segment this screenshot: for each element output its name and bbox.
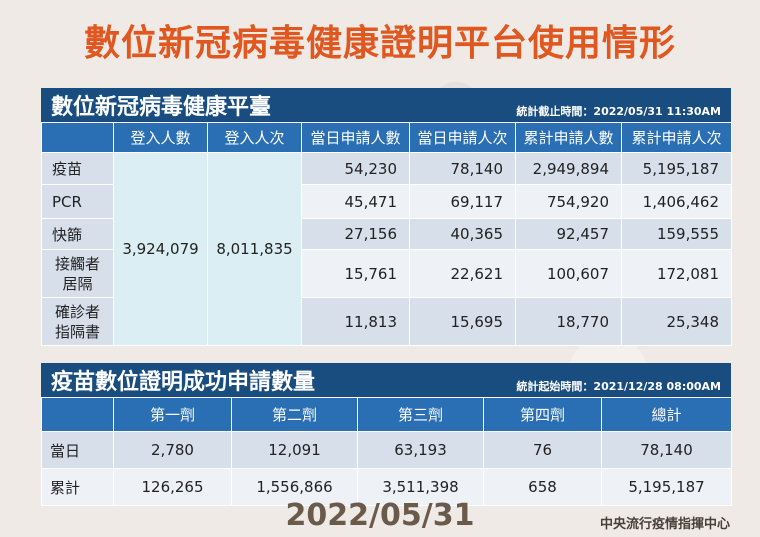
footer-org: 中央流行疫情指揮中心 [599, 517, 730, 532]
row-label-line: 居隔 [62, 274, 93, 293]
row-label-line: 確診者 [54, 302, 100, 321]
table-cell: 11,813 [301, 297, 410, 346]
table-cell: 15,761 [301, 249, 410, 298]
table-cell: 1,406,462 [621, 184, 732, 219]
table-cell: 40,365 [409, 218, 516, 250]
table-cell: 45,471 [301, 184, 410, 219]
table-cell: 5,195,187 [601, 468, 732, 506]
header-cell: 當日申請人數 [301, 122, 410, 153]
table-cell: 126,265 [113, 468, 232, 506]
vaccine-table: 第一劑 第二劑 第三劑 第四劑 總計 當日 2,780 12,091 63,19… [41, 397, 732, 506]
table-cell: 78,140 [409, 152, 516, 185]
vaccine-panel-title: 疫苗數位證明成功申請數量 統計起始時間：2021/12/28 08:00AM [41, 363, 731, 397]
vaccine-title-text: 疫苗數位證明成功申請數量 [51, 370, 316, 395]
table-cell: 78,140 [601, 431, 732, 469]
platform-panel-title: 數位新冠病毒健康平臺 統計截止時間：2022/05/31 11:30AM [41, 88, 731, 122]
header-cell: 第三劑 [357, 397, 484, 432]
header-cell: 第四劑 [483, 397, 602, 432]
table-row: 當日 2,780 12,091 63,193 76 78,140 [41, 431, 732, 469]
table-cell: 15,695 [409, 297, 516, 346]
row-label-line: 指隔書 [54, 322, 100, 341]
table-cell: 754,920 [515, 184, 622, 219]
table-cell: 18,770 [515, 297, 622, 346]
row-label: 確診者 指隔書 [41, 297, 114, 346]
platform-stamp: 統計截止時間：2022/05/31 11:30AM [516, 105, 721, 118]
table-cell: 3,511,398 [357, 468, 484, 506]
table-row: 快篩 27,156 40,365 92,457 159,555 [41, 218, 732, 250]
header-cell: 累計申請人次 [621, 122, 732, 153]
header-cell: 總計 [601, 397, 732, 432]
table-cell: 5,195,187 [621, 152, 732, 185]
table-cell: 54,230 [301, 152, 410, 185]
login-count-cell: 3,924,079 [113, 152, 208, 346]
row-label-line: 接觸者 [54, 254, 100, 273]
vaccine-stamp: 統計起始時間：2021/12/28 08:00AM [516, 380, 721, 393]
table-cell: 1,556,866 [231, 468, 358, 506]
header-cell [41, 397, 114, 432]
table-cell: 2,780 [113, 431, 232, 469]
table-cell: 2,949,894 [515, 152, 622, 185]
table-cell: 63,193 [357, 431, 484, 469]
table-cell: 22,621 [409, 249, 516, 298]
table-cell: 27,156 [301, 218, 410, 250]
table-cell: 172,081 [621, 249, 732, 298]
vaccine-header-row: 第一劑 第二劑 第三劑 第四劑 總計 [41, 397, 732, 432]
table-row: 接觸者 居隔 15,761 22,621 100,607 172,081 [41, 249, 732, 298]
platform-table: 登入人數 登入人次 當日申請人數 當日申請人次 累計申請人數 累計申請人次 疫苗… [41, 122, 732, 346]
header-cell: 第一劑 [113, 397, 232, 432]
header-cell: 累計申請人數 [515, 122, 622, 153]
row-label: 快篩 [41, 218, 114, 250]
footer-date: 2022/05/31 [285, 498, 475, 533]
row-label: 當日 [41, 431, 114, 469]
header-cell: 登入人數 [113, 122, 208, 153]
table-cell: 159,555 [621, 218, 732, 250]
row-label: PCR [41, 184, 114, 219]
table-row: PCR 45,471 69,117 754,920 1,406,462 [41, 184, 732, 219]
page-title: 數位新冠病毒健康證明平台使用情形 [83, 23, 676, 64]
table-row: 疫苗 3,924,079 8,011,835 54,230 78,140 2,9… [41, 152, 732, 346]
header-cell: 當日申請人次 [409, 122, 516, 153]
table-cell: 76 [483, 431, 602, 469]
table-row: 累計 126,265 1,556,866 3,511,398 658 5,195… [41, 468, 732, 506]
table-row: 確診者 指隔書 11,813 15,695 18,770 25,348 [41, 297, 732, 346]
table-cell: 69,117 [409, 184, 516, 219]
header-cell: 登入人次 [207, 122, 302, 153]
table-cell: 92,457 [515, 218, 622, 250]
login-times-cell: 8,011,835 [207, 152, 302, 346]
row-label: 接觸者 居隔 [41, 249, 114, 298]
table-cell: 12,091 [231, 431, 358, 469]
table-cell: 100,607 [515, 249, 622, 298]
header-cell: 第二劑 [231, 397, 358, 432]
platform-title-text: 數位新冠病毒健康平臺 [51, 95, 272, 120]
row-label: 疫苗 [41, 152, 114, 185]
table-cell: 25,348 [621, 297, 732, 346]
platform-header-row: 登入人數 登入人次 當日申請人數 當日申請人次 累計申請人數 累計申請人次 [41, 122, 732, 153]
table-cell: 658 [483, 468, 602, 506]
header-cell [41, 122, 114, 153]
